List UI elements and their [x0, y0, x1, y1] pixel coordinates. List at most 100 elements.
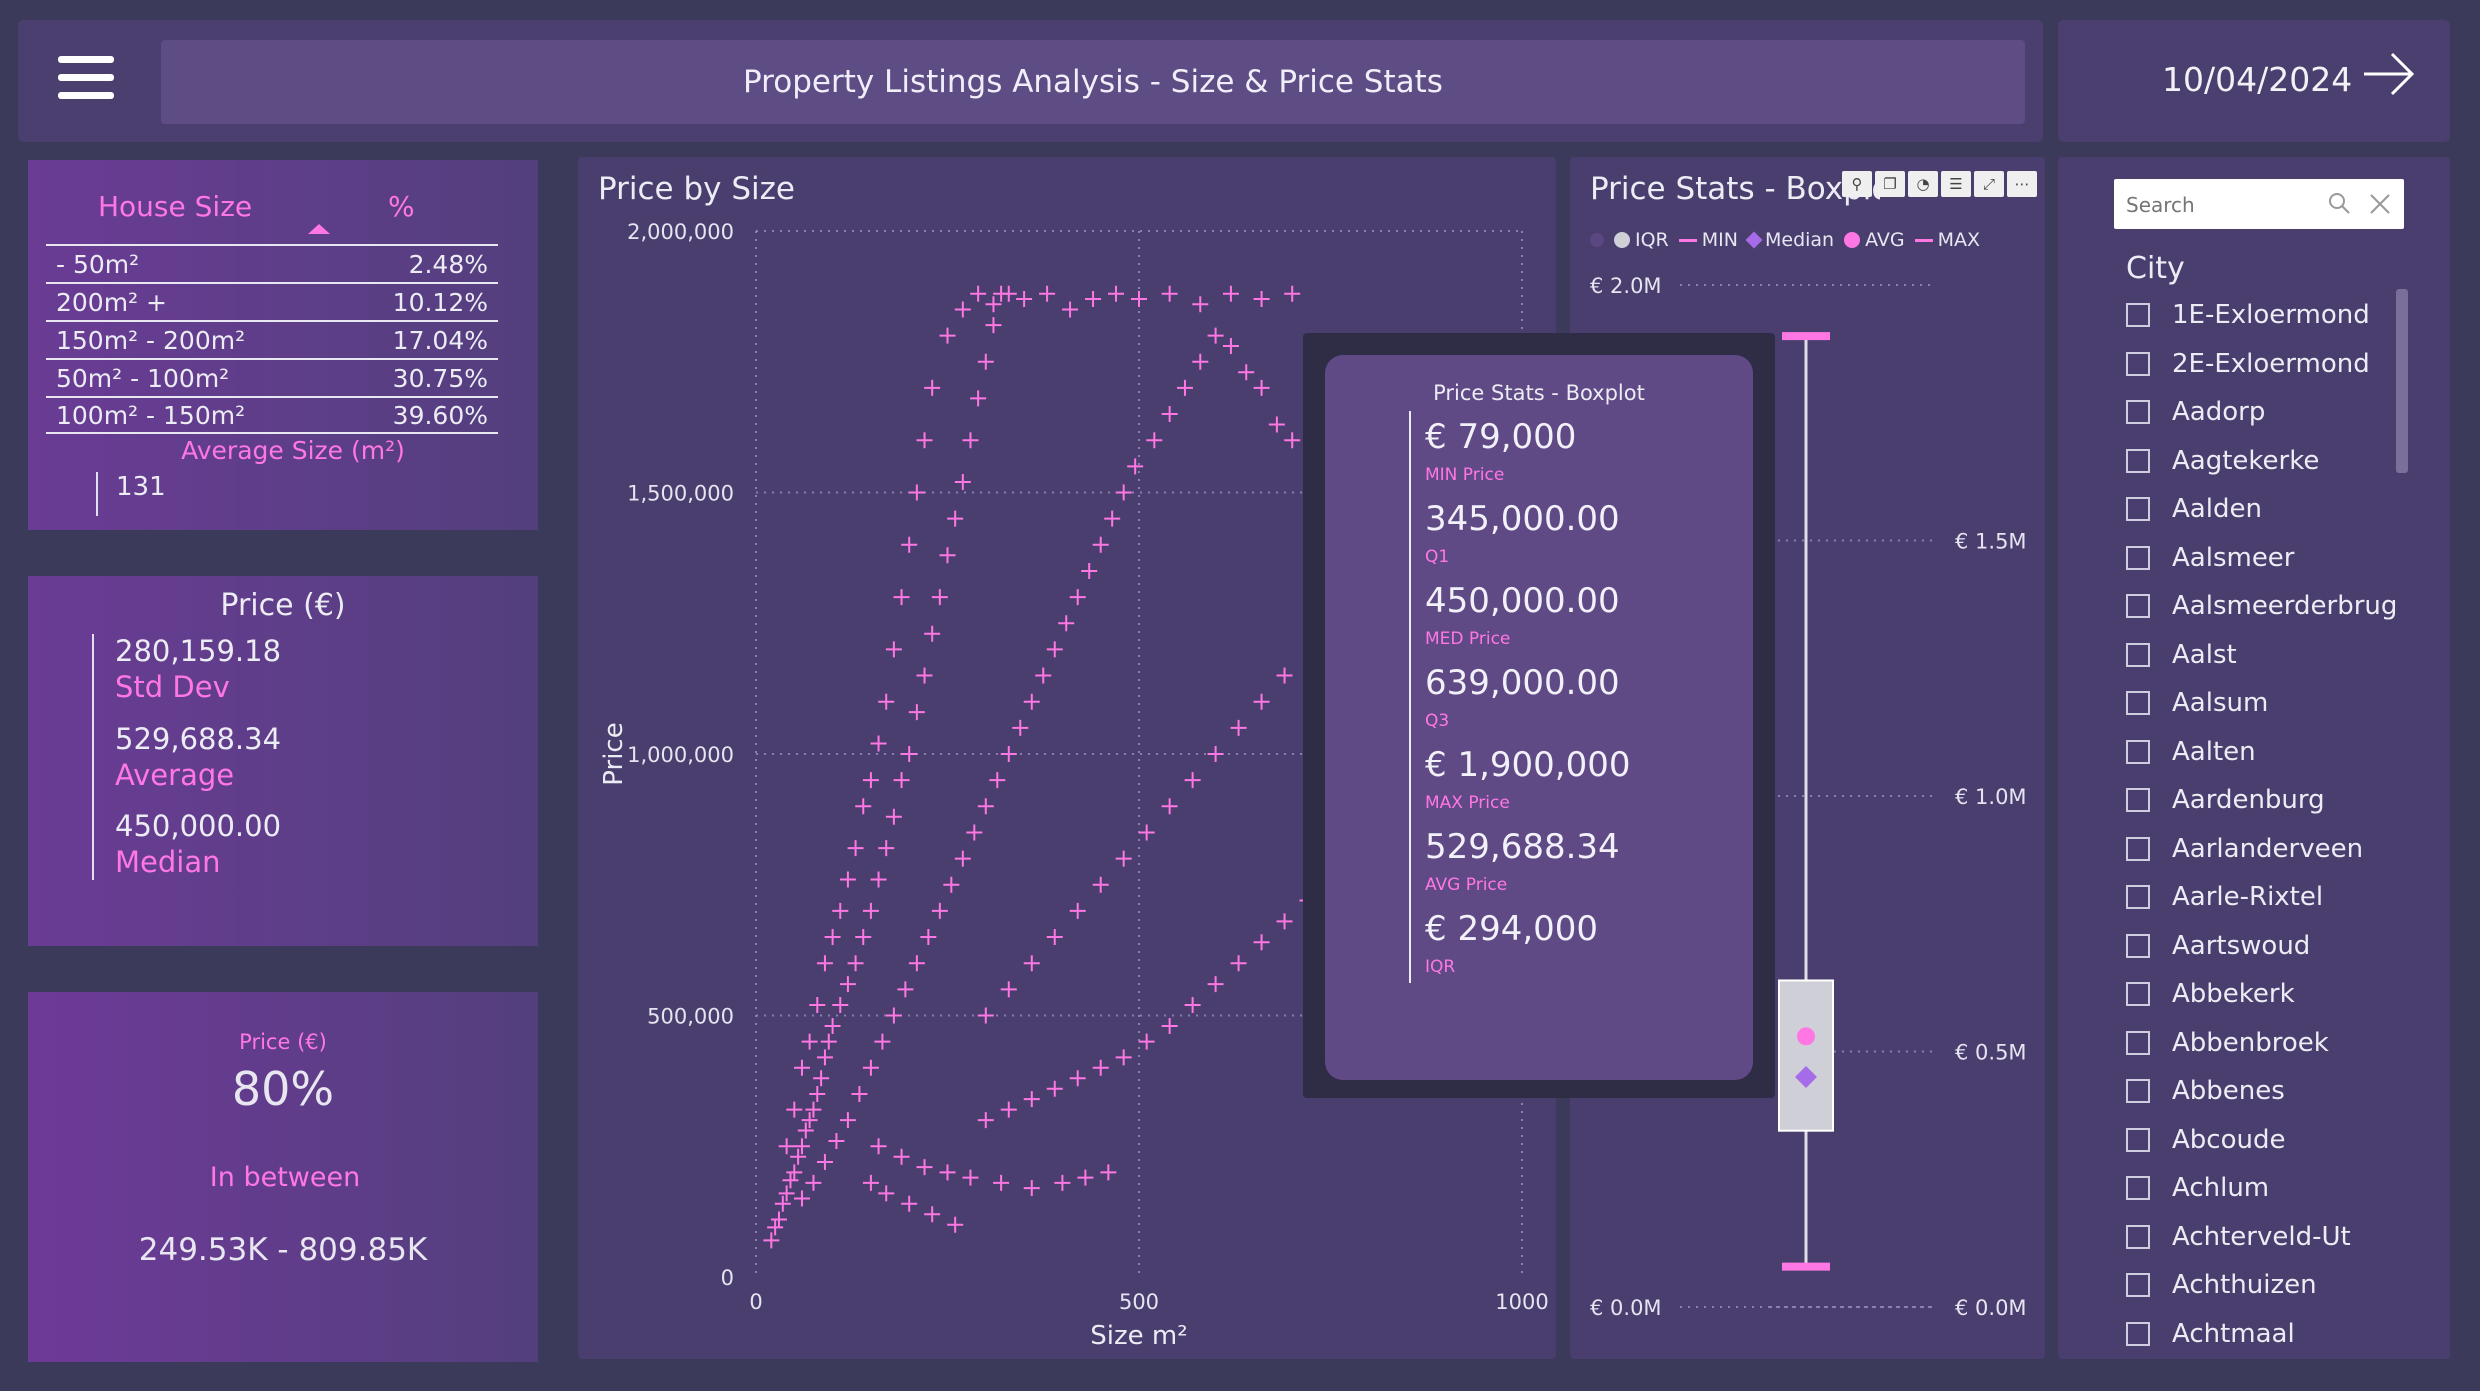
checkbox[interactable] — [2126, 448, 2150, 473]
checkbox[interactable] — [2126, 788, 2150, 812]
price-by-size-chart[interactable]: 0 500,000 1,000,000 1,500,000 2,000,000 0 500 1… — [578, 157, 1556, 1359]
bell-icon[interactable]: ◔ — [1908, 171, 1938, 197]
city-option[interactable]: Aalst — [2126, 637, 2237, 673]
checkbox[interactable] — [2126, 1079, 2150, 1103]
scatter-point — [1161, 798, 1178, 815]
legend-min-label: MIN — [1701, 229, 1738, 251]
city-option[interactable]: Aadorp — [2126, 394, 2265, 430]
legend-max[interactable]: MAX — [1914, 229, 1980, 251]
boxplot-chart[interactable]: € 2.0M € 0.0M € 1.5M € 1.0M € 0.5M € 0.0M — [1570, 157, 2045, 1359]
size-range-percent: 2.48% — [408, 249, 488, 279]
checkbox[interactable] — [2126, 1176, 2150, 1200]
size-table-row[interactable]: 50m² - 100m² 30.75% — [46, 358, 498, 396]
max-marker[interactable] — [1782, 332, 1830, 341]
city-option[interactable]: Aalsum — [2126, 685, 2268, 721]
size-table-row[interactable]: - 50m² 2.48% — [46, 244, 498, 282]
checkbox[interactable] — [2126, 982, 2150, 1006]
city-option[interactable]: Aalsmeer — [2126, 540, 2295, 576]
city-option[interactable]: Aarle-Rixtel — [2126, 879, 2323, 915]
city-option[interactable]: Aalten — [2126, 734, 2256, 770]
checkbox[interactable] — [2126, 691, 2150, 715]
city-option[interactable]: Aalden — [2126, 491, 2262, 527]
median-marker[interactable] — [1795, 1066, 1817, 1089]
menu-icon[interactable] — [58, 56, 114, 104]
scatter-point — [1138, 824, 1155, 841]
checkbox[interactable] — [2126, 836, 2150, 861]
checkbox[interactable] — [2126, 1321, 2150, 1346]
checkbox[interactable] — [2126, 1127, 2150, 1152]
city-option[interactable]: Achlum — [2126, 1170, 2269, 1206]
slicer-scrollbar[interactable] — [2396, 289, 2408, 473]
y-tick-label: 0 — [721, 1266, 734, 1290]
search-input[interactable] — [2124, 189, 2328, 221]
sort-ascending-icon[interactable] — [308, 222, 330, 236]
city-option[interactable]: Abbenbroek — [2126, 1025, 2329, 1061]
checkbox[interactable] — [2126, 933, 2150, 958]
city-option[interactable]: Aarlanderveen — [2126, 831, 2363, 867]
city-label: Aalsum — [2172, 688, 2269, 718]
scatter-point — [1023, 1180, 1040, 1197]
scatter-point — [920, 929, 937, 946]
checkbox[interactable] — [2126, 1273, 2150, 1297]
house-size-card: House Size % - 50m² 2.48% 200m² +10.12% 150… — [28, 160, 538, 530]
more-options-icon[interactable]: ⋯ — [2007, 171, 2037, 197]
tooltip-value: 450,000.00 — [1425, 581, 1620, 621]
size-table-row[interactable]: 200m² + 10.12% — [46, 282, 498, 320]
checkbox[interactable] — [2126, 1224, 2150, 1249]
scatter-point — [805, 1101, 822, 1118]
scatter-point — [908, 704, 925, 721]
checkbox[interactable] — [2126, 885, 2150, 909]
city-option[interactable]: Abcoude — [2126, 1122, 2285, 1158]
city-option[interactable]: Aagtekerke — [2126, 443, 2319, 479]
city-option[interactable]: Aalsmeerderbrug — [2126, 588, 2397, 624]
checkbox[interactable] — [2126, 642, 2150, 667]
checkbox[interactable] — [2126, 497, 2150, 521]
iqr-box[interactable] — [1778, 979, 1834, 1132]
checkbox[interactable] — [2126, 400, 2150, 424]
city-option[interactable]: Achterveld-Ut — [2126, 1219, 2351, 1255]
scatter-point — [939, 547, 956, 564]
min-marker[interactable] — [1782, 1262, 1830, 1271]
checkbox[interactable] — [2126, 739, 2150, 764]
scatter-point — [855, 929, 872, 946]
scatter-point — [977, 798, 994, 815]
search-icon[interactable] — [2328, 192, 2352, 216]
city-option[interactable]: Abbekerk — [2126, 976, 2295, 1012]
size-range-label: 150m² - 200m² — [56, 325, 246, 355]
legend-median[interactable]: Median — [1745, 229, 1834, 251]
close-icon[interactable] — [2368, 192, 2392, 216]
checkbox[interactable] — [2126, 1030, 2150, 1055]
range-label: In between — [209, 1162, 361, 1193]
scatter-point — [1192, 296, 1209, 313]
city-option[interactable]: Achtmaal — [2126, 1316, 2295, 1352]
filter-icon[interactable]: ☰ — [1941, 171, 1971, 197]
checkbox[interactable] — [2126, 594, 2150, 618]
std-dev-label: Std Dev — [115, 670, 230, 704]
city-option[interactable]: Aardenburg — [2126, 782, 2325, 818]
pin-icon[interactable]: ⚲ — [1842, 171, 1872, 197]
checkbox[interactable] — [2126, 351, 2150, 376]
size-table-row[interactable]: 100m² - 150m² 39.60% — [46, 396, 498, 434]
scatter-point — [778, 1138, 795, 1155]
city-option[interactable]: Aartswoud — [2126, 928, 2310, 964]
checkbox[interactable] — [2126, 545, 2150, 570]
scatter-point — [839, 976, 856, 993]
city-option[interactable]: 1E-Exloermond — [2126, 297, 2370, 333]
legend-iqr[interactable]: IQR — [1614, 229, 1669, 251]
size-table-row[interactable]: 150m² - 200m² 17.04% — [46, 320, 498, 358]
arrow-right-icon[interactable] — [2360, 44, 2420, 104]
legend-min[interactable]: MIN — [1678, 229, 1738, 251]
house-size-header[interactable]: House Size — [98, 190, 253, 223]
avg-marker[interactable] — [1797, 1027, 1815, 1046]
copy-icon[interactable]: ❐ — [1875, 171, 1905, 197]
legend-avg[interactable]: AVG — [1844, 229, 1905, 251]
scatter-point — [1000, 1101, 1017, 1118]
checkbox[interactable] — [2126, 303, 2150, 327]
percent-header[interactable]: % — [388, 190, 415, 223]
city-option[interactable]: Abbenes — [2126, 1073, 2285, 1109]
scatter-point — [1092, 876, 1109, 893]
city-option[interactable]: Achthuizen — [2126, 1267, 2317, 1303]
city-option[interactable]: 2E-Exloermond — [2126, 346, 2370, 382]
focus-mode-icon[interactable]: ⤢ — [1974, 171, 2004, 197]
scatter-point — [862, 772, 879, 789]
